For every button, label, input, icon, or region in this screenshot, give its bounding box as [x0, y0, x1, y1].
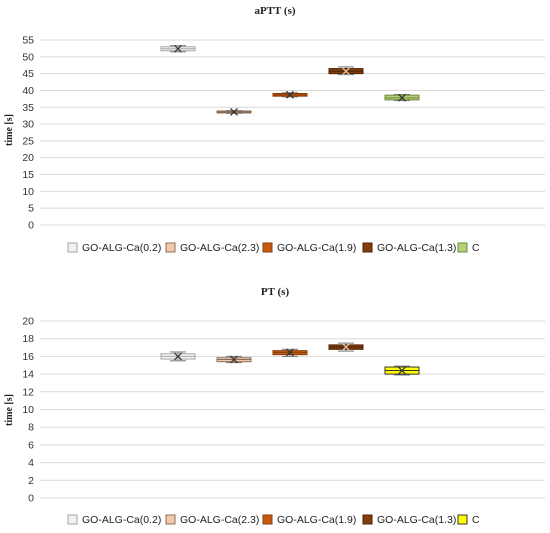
pt-chart: PT (s) 0 2 4 6 8 10 12 14 16 18 20 time [s] GO-ALG…: [4, 286, 545, 526]
chart-title: aPTT (s): [254, 5, 295, 17]
legend: GO-ALG-Ca(0.2) GO-ALG-Ca(2.3) GO-ALG-Ca(1.…: [67, 514, 480, 526]
y-tick-label: 0: [28, 220, 34, 232]
legend-label: GO-ALG-Ca(2.3): [180, 514, 259, 526]
box-2: [216, 108, 252, 116]
box-4: [328, 342, 364, 352]
mean-marker: [230, 108, 238, 116]
y-tick-label: 20: [22, 316, 34, 328]
legend-swatch: [262, 514, 273, 525]
gridlines: [40, 39, 545, 226]
mean-marker: [174, 44, 182, 53]
legend-label: GO-ALG-Ca(1.9): [277, 514, 356, 526]
y-tick-label: 35: [22, 102, 34, 114]
y-tick-label: 10: [22, 404, 34, 416]
y-tick-label: 12: [22, 386, 34, 398]
legend-item-4: GO-ALG-Ca(1.3): [362, 514, 456, 526]
box-2: [216, 355, 252, 364]
box-4: [328, 66, 364, 76]
y-tick-label: 5: [28, 203, 34, 215]
y-tick-label: 14: [22, 369, 34, 381]
mean-marker: [286, 90, 294, 99]
y-tick-label: 45: [22, 68, 34, 80]
y-tick-label: 15: [22, 169, 34, 181]
box-1: [160, 351, 196, 362]
box-3: [272, 90, 308, 99]
mean-marker: [398, 93, 406, 102]
box-series: [160, 342, 420, 376]
mean-marker: [342, 67, 350, 76]
y-tick-label: 10: [22, 186, 34, 198]
legend-item-3: GO-ALG-Ca(1.9): [262, 514, 356, 526]
legend-item-2: GO-ALG-Ca(2.3): [165, 242, 259, 254]
legend-item-2: GO-ALG-Ca(2.3): [165, 514, 259, 526]
mean-marker: [286, 348, 294, 357]
legend-item-4: GO-ALG-Ca(1.3): [362, 242, 456, 254]
y-axis-label: time [s]: [4, 114, 15, 146]
legend-label: GO-ALG-Ca(0.2): [82, 242, 161, 254]
legend-swatch: [362, 242, 373, 253]
gridlines: [40, 320, 545, 499]
legend-label: GO-ALG-Ca(0.2): [82, 514, 161, 526]
legend-label: GO-ALG-Ca(2.3): [180, 242, 259, 254]
mean-marker: [174, 352, 182, 361]
legend-swatch: [67, 514, 78, 525]
legend-item-5: C: [457, 514, 480, 526]
legend: GO-ALG-Ca(0.2) GO-ALG-Ca(2.3) GO-ALG-Ca(1.…: [67, 242, 480, 254]
legend-swatch: [362, 514, 373, 525]
chart-title: PT (s): [261, 286, 290, 298]
y-tick-labels: 0 2 4 6 8 10 12 14 16 18 20: [22, 316, 34, 505]
y-tick-label: 6: [28, 439, 34, 451]
mean-marker: [342, 343, 350, 352]
box-1: [160, 44, 196, 53]
y-tick-label: 20: [22, 152, 34, 164]
legend-label: C: [472, 242, 480, 254]
mean-marker: [230, 355, 238, 364]
y-tick-label: 0: [28, 493, 34, 505]
legend-label: GO-ALG-Ca(1.3): [377, 514, 456, 526]
legend-item-3: GO-ALG-Ca(1.9): [262, 242, 356, 254]
legend-swatch: [457, 242, 468, 253]
legend-item-5: C: [457, 242, 480, 254]
box-series: [160, 44, 420, 116]
legend-item-1: GO-ALG-Ca(0.2): [67, 242, 161, 254]
box-5: [384, 93, 420, 102]
y-tick-label: 25: [22, 135, 34, 147]
legend-label: GO-ALG-Ca(1.3): [377, 242, 456, 254]
legend-swatch: [262, 242, 273, 253]
box-3: [272, 348, 308, 357]
mean-marker: [398, 366, 406, 375]
y-tick-label: 16: [22, 351, 34, 363]
y-tick-label: 4: [28, 457, 34, 469]
legend-swatch: [165, 242, 176, 253]
legend-swatch: [165, 514, 176, 525]
y-tick-label: 2: [28, 475, 34, 487]
y-tick-label: 50: [22, 51, 34, 63]
y-tick-label: 8: [28, 422, 34, 434]
y-tick-label: 30: [22, 119, 34, 131]
aptt-chart: aPTT (s) 0 5 10 15 20 25 30 35 40 45 50 55 time [s]…: [4, 5, 545, 254]
y-axis-label: time [s]: [4, 394, 15, 426]
box-5: [384, 365, 420, 376]
y-tick-label: 18: [22, 333, 34, 345]
legend-swatch: [67, 242, 78, 253]
y-tick-label: 55: [22, 35, 34, 47]
y-tick-label: 40: [22, 85, 34, 97]
y-tick-labels: 0 5 10 15 20 25 30 35 40 45 50 55: [22, 35, 34, 232]
legend-label: GO-ALG-Ca(1.9): [277, 242, 356, 254]
legend-item-1: GO-ALG-Ca(0.2): [67, 514, 161, 526]
legend-label: C: [472, 514, 480, 526]
legend-swatch: [457, 514, 468, 525]
